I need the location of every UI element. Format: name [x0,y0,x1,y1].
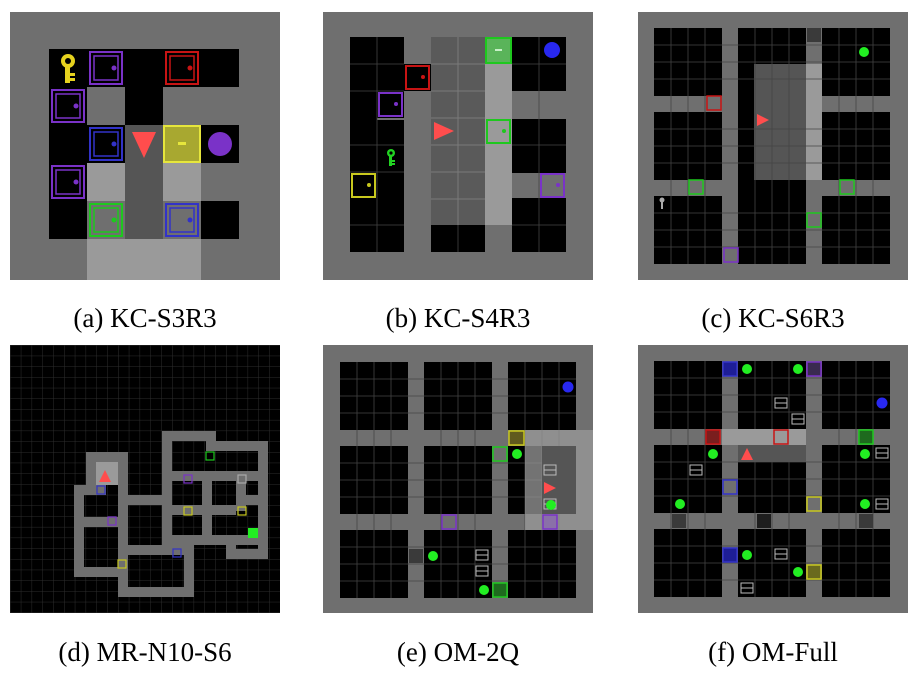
ball-icon [675,364,888,577]
panel-f-om-full [638,345,908,613]
locked-door-icon [508,430,525,446]
locked-door-icon [807,28,821,42]
door-icon [492,446,508,462]
panel-d-grid [10,345,280,613]
panel-e-grid [323,345,593,613]
panel-c-kc-s6r3 [638,12,908,280]
agent-icon [99,470,111,482]
agent-icon [741,448,753,460]
caption-f: (f) OM-Full [708,637,838,667]
panel-e-om-2q [323,345,593,613]
locked-door-icon [485,37,512,64]
door-icon [688,95,855,263]
caption-d: (d) MR-N10-S6 [58,637,232,667]
agent-icon [757,114,769,126]
caption-a: (a) KC-S3R3 [73,303,217,333]
panel-d-mr-n10-s6 [10,345,280,613]
panel-b-kc-s4r3 [323,12,593,280]
door-icon [441,514,457,530]
ball-icon [544,42,560,58]
agent-icon [544,482,556,494]
key-icon [659,197,665,209]
key-icon [61,54,75,83]
door-icon [96,451,247,569]
locked-door-icon [163,125,201,163]
panel-f-grid [638,345,908,613]
caption-c: (c) KC-S6R3 [701,303,845,333]
caption-b: (b) KC-S4R3 [385,303,531,333]
door-icon [351,65,565,198]
key-icon [387,149,395,166]
goal-icon [248,528,258,538]
panel-b-grid [323,12,593,280]
locked-door-icon [672,361,874,580]
box-icon [689,397,889,594]
panel-a-grid [10,12,280,280]
agent-icon [132,132,156,158]
panel-c-grid [638,12,908,280]
door-icon [722,429,822,512]
locked-door-icon [492,582,508,598]
ball-icon [428,381,574,595]
agent-icon [434,122,454,140]
door-icon [51,51,199,237]
caption-e: (e) OM-2Q [396,637,520,667]
locked-door-icon [409,549,423,563]
locked-door-icon [542,514,558,530]
ball-icon [859,47,869,57]
panel-a-kc-s3r3 [10,12,280,280]
ball-icon [208,132,232,156]
